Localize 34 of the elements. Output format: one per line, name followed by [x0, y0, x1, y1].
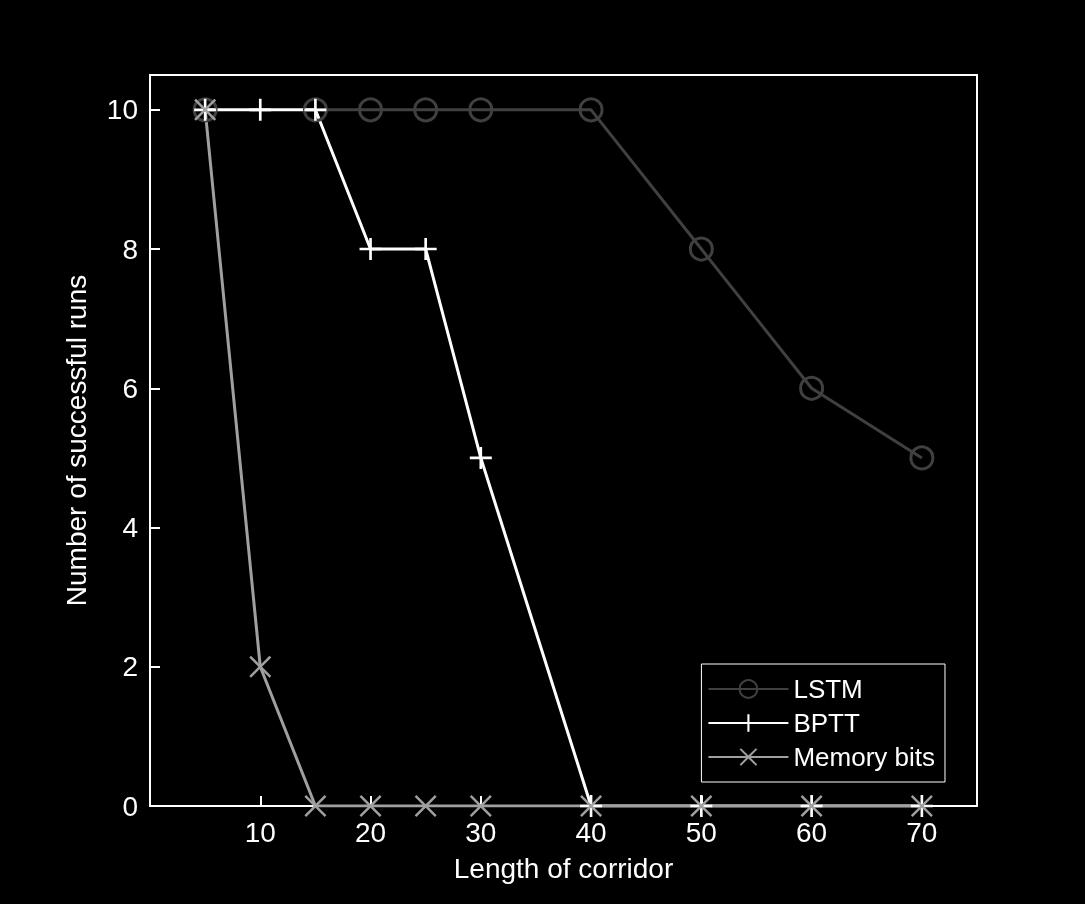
- x-tick-label: 10: [244, 816, 276, 848]
- y-tick-label: 8: [122, 233, 138, 265]
- y-tick-label: 2: [122, 651, 138, 683]
- x-tick-label: 40: [575, 816, 607, 848]
- legend-label: Memory bits: [793, 742, 935, 772]
- point: [413, 97, 439, 123]
- point: [468, 97, 494, 123]
- y-tick-label: 0: [122, 790, 138, 822]
- point: [358, 97, 384, 123]
- point: [469, 446, 492, 469]
- point: [249, 655, 272, 678]
- point: [304, 795, 327, 817]
- x-tick-label: 20: [354, 816, 387, 848]
- legend-label: BPTT: [793, 708, 860, 738]
- y-tick-label: 10: [106, 94, 138, 126]
- point: [799, 375, 825, 401]
- x-tick-label: 30: [465, 816, 497, 848]
- point: [909, 445, 935, 471]
- y-tick-label: 6: [122, 372, 138, 404]
- point: [359, 795, 382, 817]
- point: [414, 795, 437, 817]
- x-axis-title: Length of corridor: [453, 852, 674, 884]
- x-tick-label: 70: [906, 816, 938, 848]
- legend-label: LSTM: [793, 674, 863, 704]
- point: [359, 238, 382, 261]
- y-tick-label: 4: [122, 512, 138, 544]
- x-tick-label: 60: [796, 816, 828, 848]
- point: [414, 238, 437, 261]
- point: [688, 236, 714, 262]
- point: [469, 795, 492, 817]
- point: [578, 97, 604, 123]
- y-axis-title: Number of successful runs: [60, 274, 92, 607]
- point: [249, 98, 272, 121]
- x-tick-label: 50: [685, 816, 717, 848]
